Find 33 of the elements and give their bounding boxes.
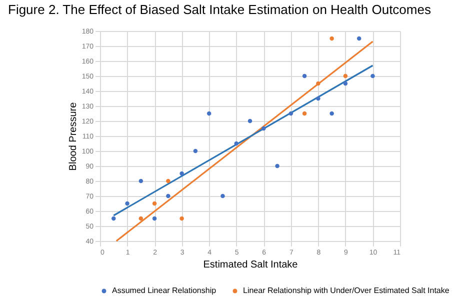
legend-label: Linear Relationship with Under/Over Estimated Salt Intake [243, 286, 450, 295]
x-axis-title: Estimated Salt Intake [203, 260, 298, 270]
point [288, 111, 294, 116]
point [275, 164, 280, 168]
point [316, 81, 320, 86]
point [356, 36, 362, 41]
point [262, 126, 266, 131]
legend-label: Assumed Linear Relationship [112, 286, 217, 295]
point [302, 74, 307, 78]
point [234, 141, 238, 146]
point [302, 111, 307, 116]
point [152, 201, 157, 206]
point [370, 74, 375, 78]
point [138, 178, 144, 184]
point [330, 36, 334, 41]
point [166, 194, 170, 198]
point [152, 216, 157, 221]
point [248, 118, 252, 124]
point [316, 96, 320, 101]
point [343, 81, 348, 86]
point [166, 178, 170, 184]
point [343, 74, 348, 78]
point [138, 216, 144, 221]
point [206, 111, 212, 116]
point [112, 216, 116, 221]
point [193, 148, 198, 154]
y-axis-title: Blood Pressure [68, 102, 79, 171]
point [180, 216, 184, 221]
point [330, 111, 334, 116]
chart-title: Figure 2. The Effect of Biased Salt Intake Estimation on Health Outcomes [8, 2, 432, 17]
point [220, 194, 225, 198]
point [125, 201, 130, 206]
point [180, 171, 184, 176]
